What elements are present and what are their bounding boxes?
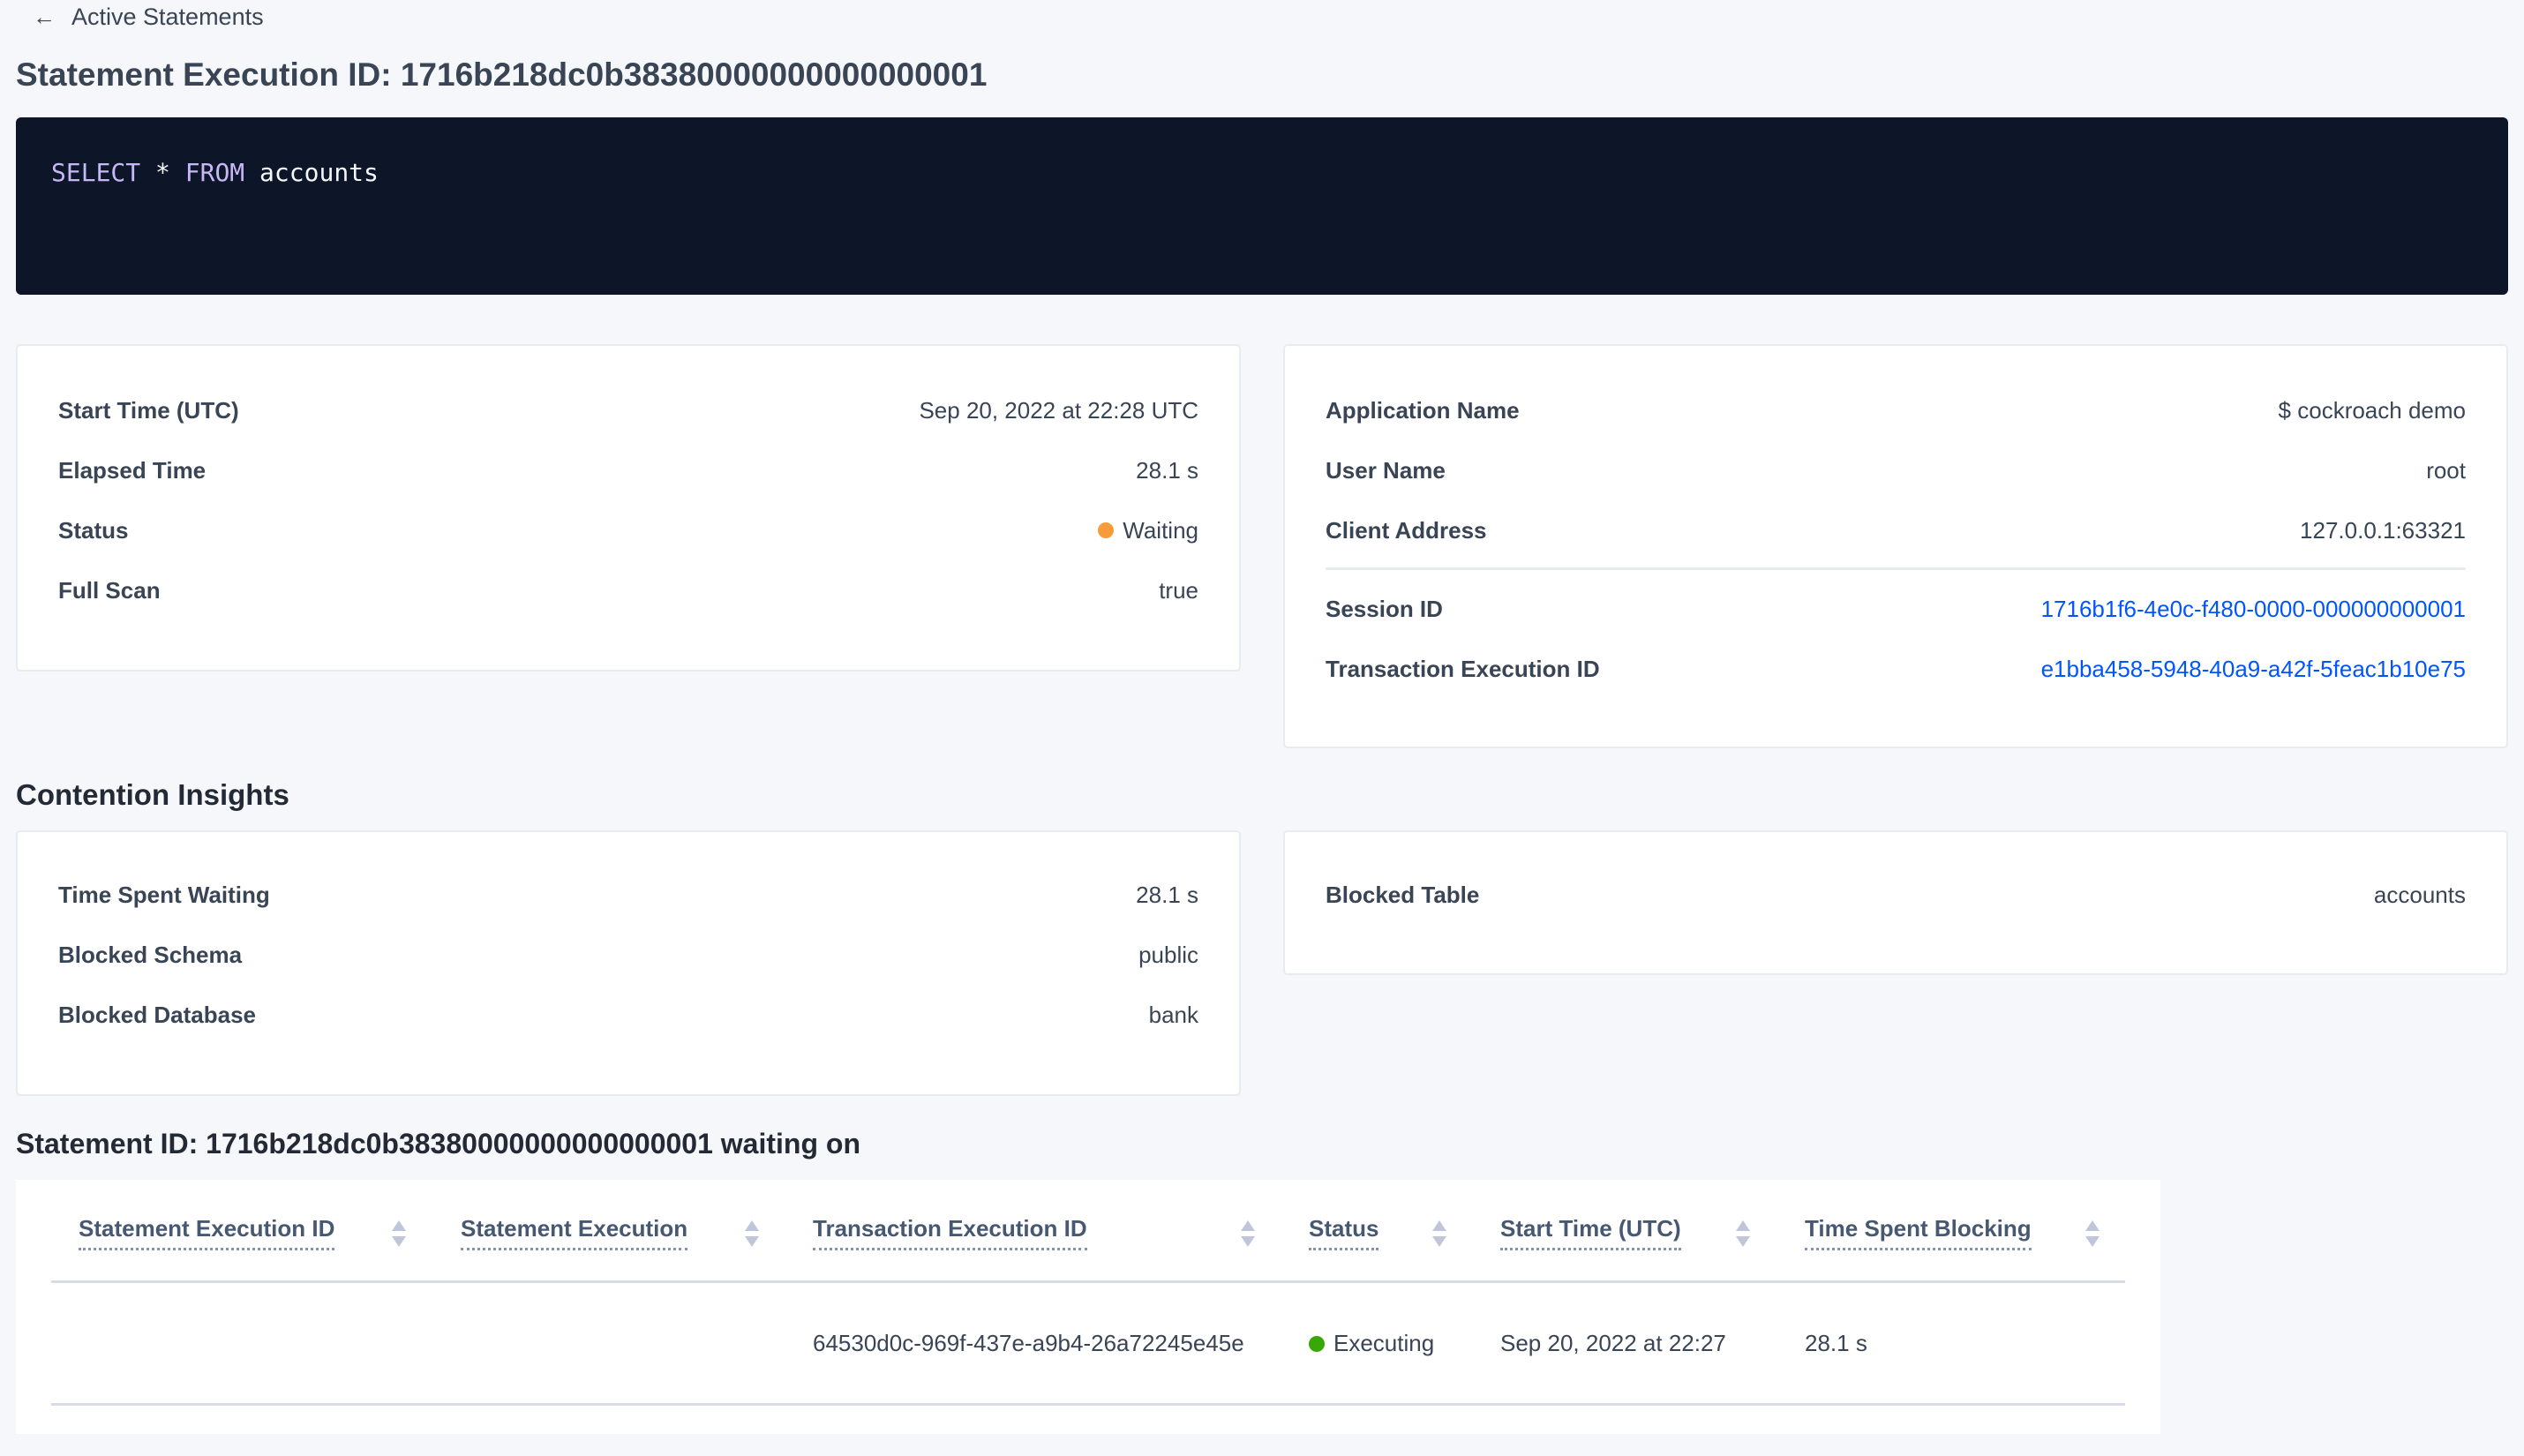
value: 127.0.0.1:63321: [2300, 516, 2466, 544]
row-blocked-schema: Blocked Schema public: [58, 925, 1198, 985]
sql-code-block: SELECT * FROM accounts: [16, 117, 2508, 295]
transaction-id-link[interactable]: e1bba458-5948-40a9-a42f-5feac1b10e75: [2040, 655, 2466, 682]
column-header-status[interactable]: Status: [1309, 1215, 1379, 1250]
back-link[interactable]: ← Active Statements: [33, 0, 264, 34]
waiting-heading: Statement ID: 1716b218dc0b38380000000000…: [16, 1128, 860, 1160]
sort-icon[interactable]: [745, 1220, 759, 1247]
sql-keyword: FROM: [184, 158, 245, 187]
sort-icon[interactable]: [1432, 1220, 1446, 1247]
value: true: [1159, 576, 1198, 604]
sql-star: *: [155, 158, 170, 187]
cell-status: Executing: [1309, 1330, 1434, 1357]
label: Elapsed Time: [58, 456, 207, 484]
row-application-name: Application Name $ cockroach demo: [1326, 380, 2466, 440]
divider: [1326, 567, 2466, 570]
row-start-time: Start Time (UTC) Sep 20, 2022 at 22:28 UT…: [58, 380, 1198, 440]
row-blocked-table: Blocked Table accounts: [1326, 865, 2466, 925]
session-id-link[interactable]: 1716b1f6-4e0c-f480-0000-000000000001: [2040, 595, 2466, 622]
cell-transaction-execution-id: 64530d0c-969f-437e-a9b4-26a72245e45e: [813, 1330, 1244, 1356]
label: Start Time (UTC): [58, 396, 239, 424]
cell-time-spent-blocking: 28.1 s: [1805, 1330, 1867, 1356]
status-dot-icon: [1098, 522, 1115, 538]
contention-card-right: Blocked Table accounts: [1283, 830, 2508, 975]
contention-card-left: Time Spent Waiting 28.1 s Blocked Schema p…: [16, 830, 1241, 1096]
row-time-spent-waiting: Time Spent Waiting 28.1 s: [58, 865, 1198, 925]
value: accounts: [2373, 881, 2466, 908]
value: bank: [1148, 1001, 1198, 1028]
header-divider: [51, 1280, 2125, 1283]
sort-icon[interactable]: [1736, 1220, 1750, 1247]
column-header-statement-execution-id[interactable]: Statement Execution ID: [79, 1215, 335, 1250]
row-divider: [51, 1403, 2125, 1406]
label: Time Spent Waiting: [58, 881, 270, 908]
row-transaction-execution-id: Transaction Execution ID e1bba458-5948-40…: [1326, 639, 2466, 699]
row-user-name: User Name root: [1326, 440, 2466, 500]
status-dot-icon: [1309, 1335, 1325, 1352]
label: Full Scan: [58, 576, 161, 604]
value: $ cockroach demo: [2278, 396, 2466, 424]
value: public: [1138, 941, 1198, 968]
sql-keyword: SELECT: [51, 158, 141, 187]
label: Session ID: [1326, 595, 1443, 622]
page-title: Statement Execution ID: 1716b218dc0b3838…: [16, 56, 988, 93]
sort-icon[interactable]: [2085, 1220, 2100, 1247]
status-text: Executing: [1333, 1330, 1435, 1356]
waiting-table: Statement Execution ID Statement Executi…: [16, 1180, 2160, 1434]
label: Blocked Schema: [58, 941, 243, 968]
sql-table: accounts: [259, 158, 379, 187]
arrow-left-icon: ←: [33, 3, 56, 30]
row-blocked-database: Blocked Database bank: [58, 985, 1198, 1045]
overview-card: Start Time (UTC) Sep 20, 2022 at 22:28 UT…: [16, 344, 1241, 672]
row-session-id: Session ID 1716b1f6-4e0c-f480-0000-000000…: [1326, 579, 2466, 639]
value: root: [2426, 456, 2466, 484]
column-header-statement-execution[interactable]: Statement Execution: [461, 1215, 688, 1250]
contention-heading: Contention Insights: [16, 778, 289, 811]
sort-icon[interactable]: [392, 1220, 406, 1247]
column-header-transaction-execution-id[interactable]: Transaction Execution ID: [813, 1215, 1087, 1250]
row-status: Status Waiting: [58, 500, 1198, 560]
column-header-time-spent-blocking[interactable]: Time Spent Blocking: [1805, 1215, 2032, 1250]
session-card: Application Name $ cockroach demo User Na…: [1283, 344, 2508, 748]
value: Sep 20, 2022 at 22:28 UTC: [919, 396, 1198, 424]
row-elapsed-time: Elapsed Time 28.1 s: [58, 440, 1198, 500]
label: Blocked Database: [58, 1001, 256, 1028]
sort-icon[interactable]: [1241, 1220, 1255, 1247]
status-value: Waiting: [1098, 517, 1198, 544]
label: Application Name: [1326, 396, 1520, 424]
status-text: Waiting: [1123, 516, 1198, 544]
label: User Name: [1326, 456, 1446, 484]
cell-start-time: Sep 20, 2022 at 22:27: [1500, 1330, 1726, 1356]
label: Blocked Table: [1326, 881, 1480, 908]
value: 28.1 s: [1136, 881, 1198, 908]
row-client-address: Client Address 127.0.0.1:63321: [1326, 500, 2466, 560]
label: Client Address: [1326, 516, 1487, 544]
back-label: Active Statements: [71, 3, 264, 30]
column-header-start-time[interactable]: Start Time (UTC): [1500, 1215, 1681, 1250]
row-full-scan: Full Scan true: [58, 560, 1198, 620]
value: 28.1 s: [1136, 456, 1198, 484]
label: Transaction Execution ID: [1326, 655, 1600, 682]
label: Status: [58, 516, 129, 544]
